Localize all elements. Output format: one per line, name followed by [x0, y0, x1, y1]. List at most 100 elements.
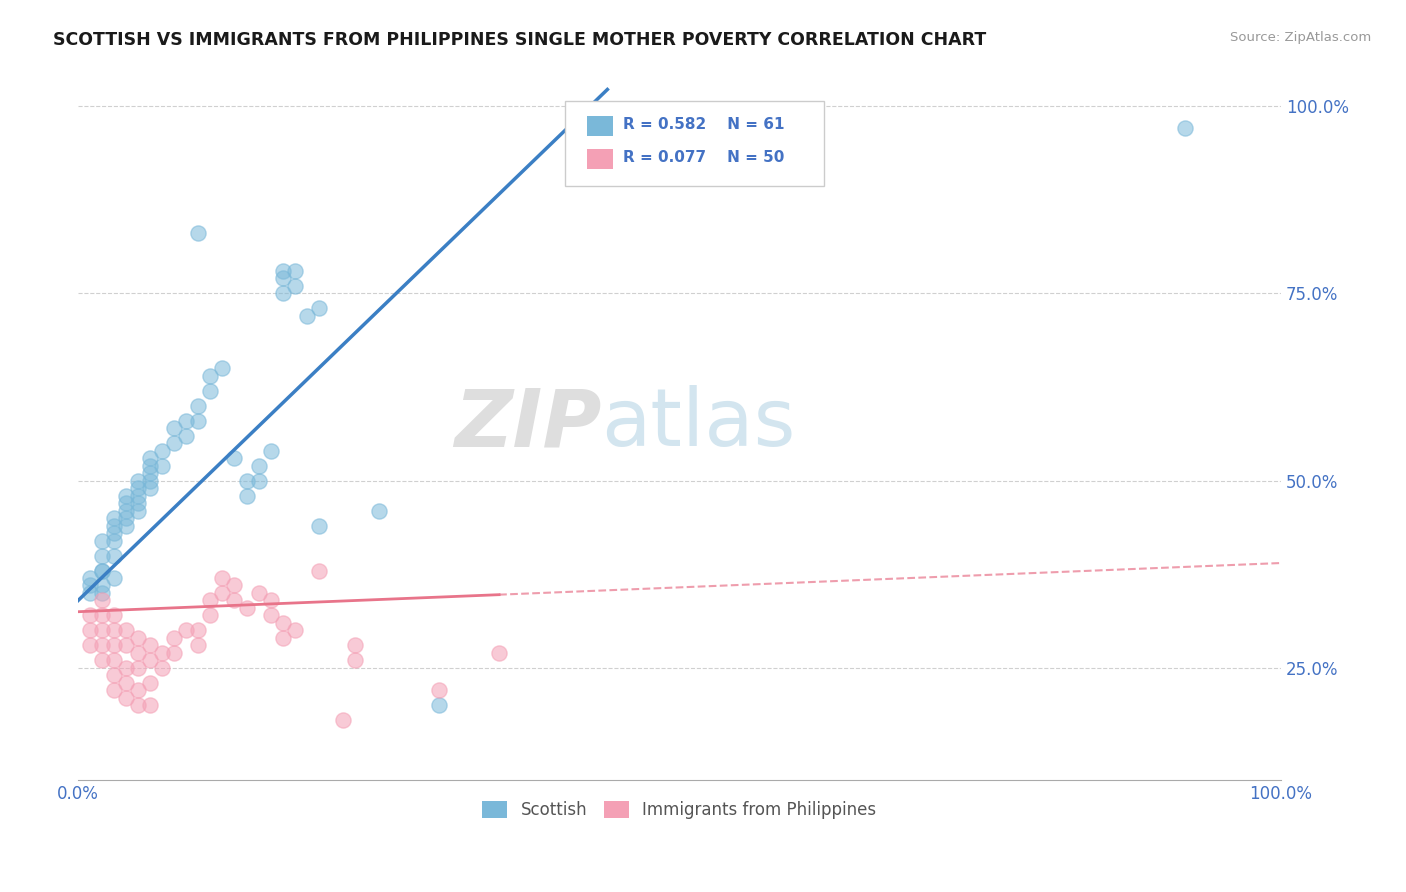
Point: [127, 481, 149, 495]
Point: [211, 571, 233, 585]
Point: [127, 489, 149, 503]
Point: [139, 458, 162, 473]
Point: [79, 608, 101, 623]
Point: [295, 309, 318, 323]
Point: [127, 646, 149, 660]
Point: [127, 661, 149, 675]
Point: [211, 586, 233, 600]
Point: [115, 518, 138, 533]
Point: [224, 451, 246, 466]
Point: [115, 639, 138, 653]
Text: atlas: atlas: [602, 385, 796, 464]
Point: [91, 564, 114, 578]
Point: [308, 301, 330, 316]
Point: [79, 586, 101, 600]
Point: [224, 578, 246, 592]
Point: [91, 624, 114, 638]
Point: [200, 368, 222, 383]
Point: [1174, 121, 1197, 136]
Point: [427, 683, 450, 698]
Point: [187, 399, 209, 413]
Point: [163, 421, 186, 435]
Point: [200, 384, 222, 398]
Point: [247, 458, 270, 473]
Point: [115, 624, 138, 638]
Text: R = 0.077    N = 50: R = 0.077 N = 50: [623, 150, 785, 165]
Point: [235, 601, 257, 615]
Point: [284, 264, 307, 278]
Point: [115, 511, 138, 525]
Point: [284, 624, 307, 638]
Point: [103, 683, 125, 698]
Point: [284, 278, 307, 293]
Point: [103, 533, 125, 548]
Point: [91, 564, 114, 578]
Point: [139, 698, 162, 713]
Point: [127, 496, 149, 510]
Point: [103, 526, 125, 541]
Point: [150, 646, 173, 660]
Point: [103, 511, 125, 525]
Point: [139, 451, 162, 466]
Point: [127, 503, 149, 517]
Point: [103, 608, 125, 623]
Point: [271, 271, 294, 285]
Point: [235, 474, 257, 488]
Point: [200, 593, 222, 607]
Bar: [586, 149, 613, 169]
Point: [79, 639, 101, 653]
Point: [308, 564, 330, 578]
Point: [139, 466, 162, 480]
Point: [115, 503, 138, 517]
Point: [127, 631, 149, 645]
Point: [187, 639, 209, 653]
Text: SCOTTISH VS IMMIGRANTS FROM PHILIPPINES SINGLE MOTHER POVERTY CORRELATION CHART: SCOTTISH VS IMMIGRANTS FROM PHILIPPINES …: [53, 31, 987, 49]
Point: [79, 624, 101, 638]
Point: [308, 518, 330, 533]
Point: [150, 458, 173, 473]
Point: [103, 571, 125, 585]
Point: [259, 443, 281, 458]
Point: [187, 414, 209, 428]
Point: [103, 653, 125, 667]
Point: [91, 578, 114, 592]
Point: [150, 443, 173, 458]
Point: [127, 683, 149, 698]
Point: [163, 631, 186, 645]
Point: [176, 428, 198, 442]
Legend: Scottish, Immigrants from Philippines: Scottish, Immigrants from Philippines: [475, 794, 883, 825]
Point: [271, 631, 294, 645]
Point: [163, 646, 186, 660]
Point: [332, 714, 354, 728]
Point: [115, 661, 138, 675]
Point: [139, 481, 162, 495]
Point: [343, 639, 366, 653]
Point: [176, 414, 198, 428]
Point: [247, 586, 270, 600]
Point: [91, 586, 114, 600]
Point: [79, 571, 101, 585]
Point: [271, 286, 294, 301]
Point: [91, 549, 114, 563]
Point: [103, 518, 125, 533]
Point: [91, 608, 114, 623]
Point: [91, 653, 114, 667]
Text: Source: ZipAtlas.com: Source: ZipAtlas.com: [1230, 31, 1371, 45]
Point: [427, 698, 450, 713]
Point: [150, 661, 173, 675]
Point: [91, 639, 114, 653]
Point: [103, 668, 125, 682]
Point: [103, 639, 125, 653]
Point: [139, 474, 162, 488]
Point: [187, 227, 209, 241]
Point: [127, 698, 149, 713]
Point: [79, 578, 101, 592]
Point: [488, 646, 510, 660]
Point: [187, 624, 209, 638]
FancyBboxPatch shape: [565, 101, 824, 186]
Point: [200, 608, 222, 623]
Point: [139, 639, 162, 653]
Point: [367, 503, 389, 517]
Text: R = 0.582    N = 61: R = 0.582 N = 61: [623, 117, 785, 132]
Text: ZIP: ZIP: [454, 385, 602, 464]
